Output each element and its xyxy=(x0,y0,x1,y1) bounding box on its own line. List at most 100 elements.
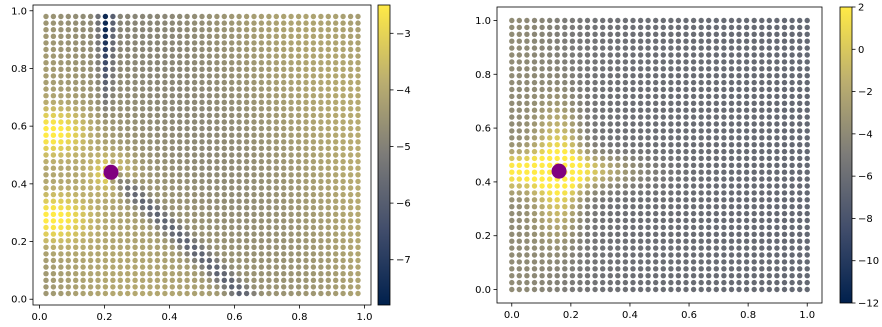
data-point xyxy=(192,231,197,236)
data-point xyxy=(311,106,316,111)
data-point xyxy=(88,80,93,85)
data-point xyxy=(140,139,145,144)
data-point xyxy=(311,80,316,85)
data-point xyxy=(653,176,658,181)
data-point xyxy=(259,179,264,184)
data-point xyxy=(222,146,227,151)
data-point xyxy=(623,108,628,113)
data-point xyxy=(214,238,219,243)
data-point xyxy=(303,80,308,85)
data-point xyxy=(333,34,338,39)
data-point xyxy=(744,114,749,119)
data-point xyxy=(88,225,93,230)
data-point xyxy=(600,252,605,257)
data-point xyxy=(274,67,279,72)
data-point xyxy=(736,211,741,216)
data-point xyxy=(615,32,620,37)
data-point xyxy=(539,176,544,181)
data-point xyxy=(767,142,772,147)
data-point xyxy=(177,133,182,138)
data-point xyxy=(348,172,353,177)
data-point xyxy=(311,238,316,243)
data-point xyxy=(752,170,757,175)
data-point xyxy=(355,251,360,256)
data-point xyxy=(645,225,650,230)
data-point xyxy=(43,60,48,65)
data-point xyxy=(759,101,764,106)
data-point xyxy=(184,80,189,85)
data-point xyxy=(251,225,256,230)
data-point xyxy=(699,156,704,161)
data-point xyxy=(638,121,643,126)
data-point xyxy=(547,73,552,78)
data-point xyxy=(88,86,93,91)
data-point xyxy=(355,60,360,65)
data-point xyxy=(66,100,71,105)
data-point xyxy=(236,139,241,144)
data-point xyxy=(729,280,734,285)
data-point xyxy=(555,156,560,161)
data-point xyxy=(789,204,794,209)
data-point xyxy=(752,32,757,37)
data-point xyxy=(66,258,71,263)
data-point xyxy=(532,25,537,30)
data-point xyxy=(736,176,741,181)
data-point xyxy=(355,205,360,210)
data-point xyxy=(73,34,78,39)
data-point xyxy=(668,94,673,99)
data-point xyxy=(214,40,219,45)
data-point xyxy=(333,133,338,138)
data-point xyxy=(691,39,696,44)
data-point xyxy=(147,231,152,236)
data-point xyxy=(340,291,345,296)
data-point xyxy=(509,32,514,37)
data-point xyxy=(80,126,85,131)
data-point xyxy=(333,106,338,111)
data-point xyxy=(155,60,160,65)
data-point xyxy=(259,34,264,39)
data-point xyxy=(759,163,764,168)
data-point xyxy=(805,211,810,216)
data-point xyxy=(774,25,779,30)
data-point xyxy=(207,53,212,58)
data-point xyxy=(623,149,628,154)
data-point xyxy=(311,192,316,197)
data-point xyxy=(517,101,522,106)
data-point xyxy=(73,80,78,85)
data-point xyxy=(517,197,522,202)
data-point xyxy=(66,119,71,124)
data-point xyxy=(774,121,779,126)
data-point xyxy=(184,113,189,118)
data-point xyxy=(638,176,643,181)
data-point xyxy=(653,149,658,154)
data-point xyxy=(348,40,353,45)
data-point xyxy=(318,264,323,269)
data-point xyxy=(789,218,794,223)
data-point xyxy=(623,128,628,133)
data-point xyxy=(281,86,286,91)
data-point xyxy=(691,52,696,57)
data-point xyxy=(118,40,123,45)
data-point xyxy=(638,80,643,85)
data-point xyxy=(592,39,597,44)
data-point xyxy=(348,212,353,217)
data-point xyxy=(517,149,522,154)
data-point xyxy=(88,258,93,263)
data-point xyxy=(110,152,115,157)
data-point xyxy=(177,106,182,111)
data-point xyxy=(184,238,189,243)
data-point xyxy=(744,25,749,30)
data-point xyxy=(184,291,189,296)
data-point xyxy=(691,114,696,119)
data-point xyxy=(645,45,650,50)
data-point xyxy=(103,258,108,263)
data-point xyxy=(539,183,544,188)
data-point xyxy=(532,204,537,209)
data-point xyxy=(517,232,522,237)
data-point xyxy=(555,225,560,230)
data-point xyxy=(638,39,643,44)
data-point xyxy=(192,146,197,151)
data-point xyxy=(170,14,175,19)
data-point xyxy=(699,176,704,181)
data-point xyxy=(288,172,293,177)
